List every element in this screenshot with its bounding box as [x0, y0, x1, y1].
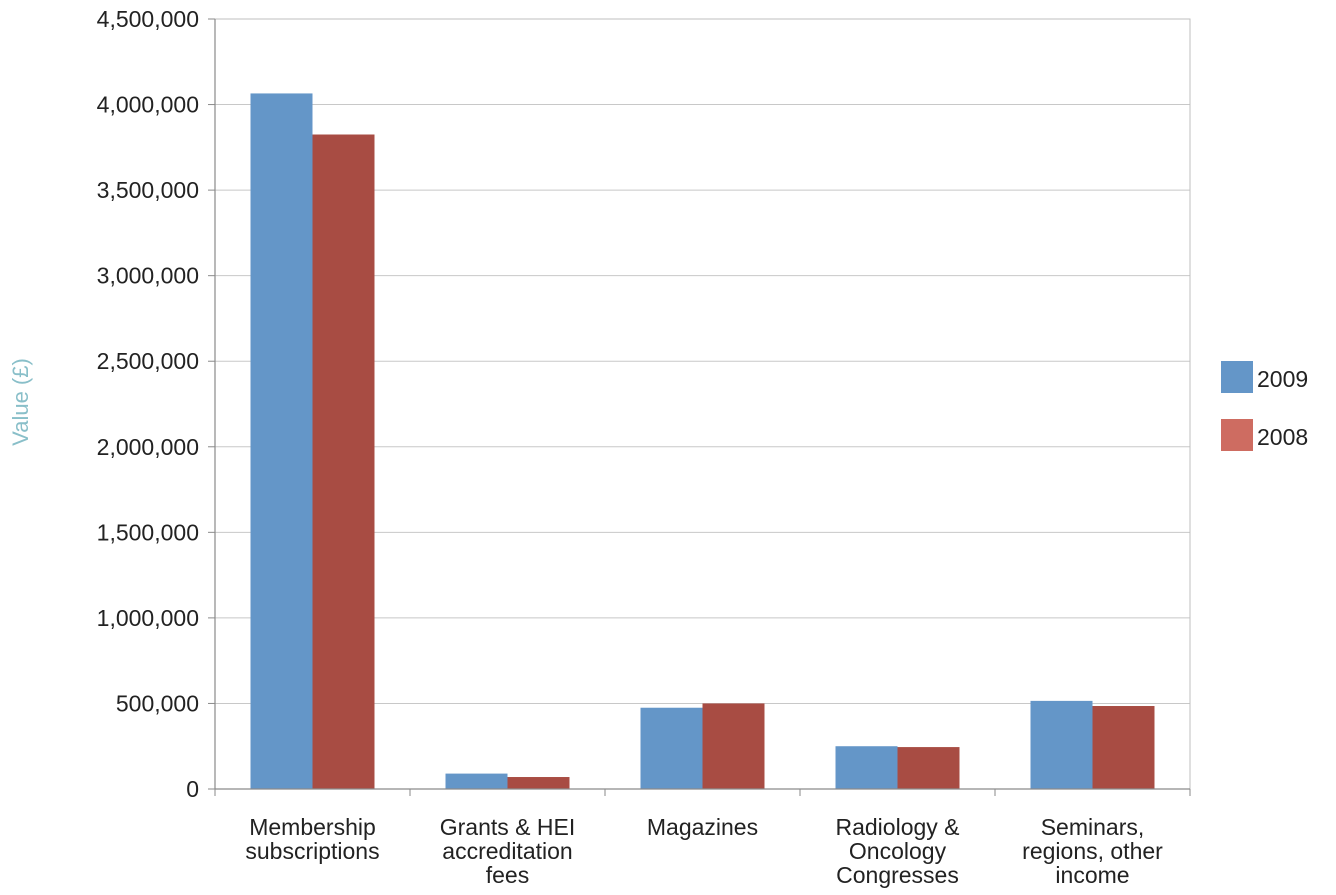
bar-2009-3 [640, 707, 703, 789]
y-tick-label: 0 [186, 776, 199, 802]
x-tick-label-line: fees [486, 862, 529, 888]
y-tick-label: 3,000,000 [97, 263, 199, 289]
bar-2009-1 [250, 93, 313, 789]
y-tick-label: 2,500,000 [97, 348, 199, 374]
x-tick-label-line: Grants & HEI [440, 814, 575, 840]
legend-swatch-2009 [1221, 361, 1253, 393]
legend-label-2008: 2008 [1257, 424, 1308, 450]
legend-swatch-2008 [1221, 419, 1253, 451]
x-tick-label-line: Radiology & [835, 814, 959, 840]
x-tick-label-line: subscriptions [245, 838, 379, 864]
y-tick-label: 1,500,000 [97, 519, 199, 545]
bar-2008-4 [897, 747, 960, 789]
y-tick-label: 3,500,000 [97, 177, 199, 203]
x-tick-label-line: Membership [249, 814, 376, 840]
y-tick-label: 4,500,000 [97, 6, 199, 32]
y-tick-label: 1,000,000 [97, 605, 199, 631]
bar-2009-2 [445, 773, 508, 789]
bar-2009-5 [1030, 700, 1093, 789]
x-tick-label-line: regions, other [1022, 838, 1163, 864]
bars [250, 93, 1155, 789]
x-tick-label-line: Seminars, [1041, 814, 1145, 840]
bar-2008-1 [312, 134, 375, 789]
y-tick-label: 4,000,000 [97, 92, 199, 118]
x-tick-label-line: Congresses [836, 862, 959, 888]
axes [208, 18, 1191, 796]
y-tick-label: 2,000,000 [97, 434, 199, 460]
legend: 2009 2008 [1221, 361, 1308, 451]
y-axis-label: Value (£) [8, 358, 33, 446]
y-tick-labels: 0 500,000 1,000,000 1,500,000 2,000,000 2,500… [97, 6, 199, 802]
x-tick-labels: Membership subscriptions Grants & HEI accre… [245, 814, 1163, 888]
y-tick-label: 500,000 [116, 690, 199, 716]
bar-2008-3 [702, 703, 765, 789]
x-tick-label-line: Oncology [849, 838, 947, 864]
bar-2008-5 [1092, 706, 1155, 789]
x-tick-label: Grants & HEI accreditation fees [440, 814, 575, 888]
bar-2008-2 [507, 777, 570, 789]
bar-2009-4 [835, 746, 898, 789]
x-tick-label: Membership subscriptions [245, 814, 379, 864]
x-tick-label: Seminars, regions, other income [1022, 814, 1163, 888]
legend-label-2009: 2009 [1257, 366, 1308, 392]
x-tick-label-line: income [1055, 862, 1129, 888]
x-tick-label: Magazines [647, 814, 758, 840]
x-tick-label: Radiology & Oncology Congresses [835, 814, 959, 888]
x-tick-label-line: Magazines [647, 814, 758, 840]
x-tick-label-line: accreditation [442, 838, 572, 864]
